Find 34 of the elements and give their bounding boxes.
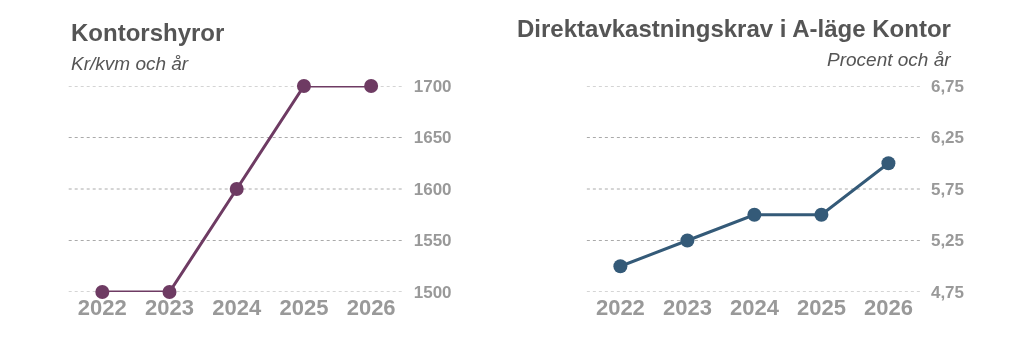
point [296,79,311,93]
point [814,207,829,222]
point [162,285,177,299]
y-tick-label: 5,25 [930,231,965,251]
x-tick-label: 2026 [346,295,396,320]
y-tick-label: 1600 [413,179,452,199]
x-tick-label: 2026 [863,295,913,320]
y-tick-label: 1700 [413,76,452,96]
x-tick-label: 2022 [77,295,127,320]
y-tick-label: 5,75 [930,179,965,199]
point [364,79,379,93]
y-tick-label: 1550 [413,231,452,251]
y-tick-label: 6,75 [930,76,965,96]
x-tick-label: 2022 [595,295,645,320]
y-tick-label: 4,75 [930,282,965,302]
x-tick-label: 2025 [796,295,846,320]
point [613,259,628,274]
chart-subtitle: Kr/kvm och år [71,53,189,74]
y-tick-label: 1650 [413,128,452,148]
point [881,156,896,171]
chart-title: Direktavkastningskrav i A-läge Kontor [517,15,951,42]
x-tick-label: 2023 [662,295,712,320]
chart-title: Kontorshyror [71,19,225,46]
chart-subtitle: Procent och år [827,49,952,70]
point [95,285,110,299]
point [680,233,695,248]
x-tick-label: 2025 [279,295,329,320]
point [747,207,762,222]
point [229,182,244,196]
x-tick-label: 2023 [145,295,194,320]
y-tick-label: 1500 [413,282,452,302]
x-tick-label: 2024 [212,295,262,320]
y-tick-label: 6,25 [930,128,965,148]
x-tick-label: 2024 [729,295,780,320]
